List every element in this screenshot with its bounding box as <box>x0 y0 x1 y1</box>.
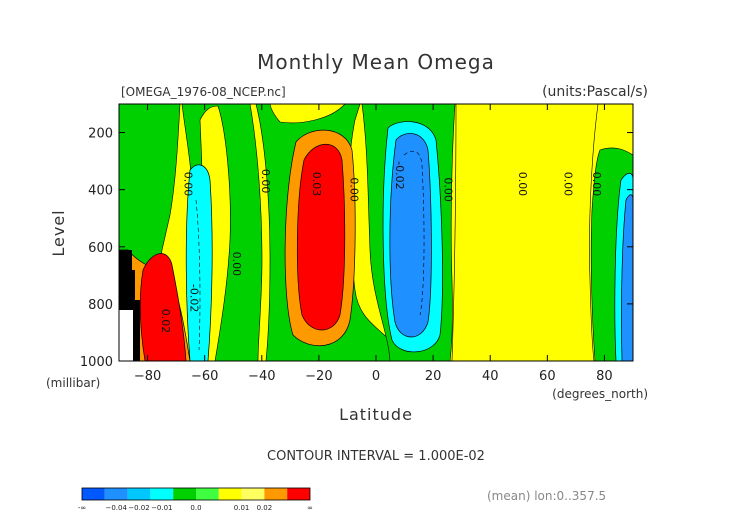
units-label: (units:Pascal/s) <box>542 84 648 100</box>
contour-label: 0.03 <box>310 172 323 197</box>
contour-label: 0.00 <box>347 177 360 202</box>
colorbar-swatch <box>150 488 174 500</box>
terrain-gap <box>119 310 133 361</box>
y-axis-unit: (millibar) <box>46 376 100 390</box>
yellow-patch-east <box>451 104 599 361</box>
contour-label: -0.02 <box>393 161 406 189</box>
colorbar-swatch <box>264 488 288 500</box>
file-label: [OMEGA_1976-08_NCEP.nc] <box>121 85 286 99</box>
y-tick-label: 600 <box>88 241 113 256</box>
blue-region-north-polar <box>621 194 633 361</box>
blue-region-equatorial <box>389 133 432 338</box>
contour-label-group: 0.00 0.00 0.03 0.00 -0.02 0.00 0.00 0.00 0.00 0.0… <box>159 161 603 333</box>
x-tick-label: −80 <box>134 369 161 384</box>
x-tick-label: −60 <box>191 369 218 384</box>
y-tick-label: 1000 <box>80 355 113 370</box>
x-tick-label: 0 <box>372 369 380 384</box>
colorbar: -∞ −0.04 −0.02 −0.01 0.0 0.01 0.02 ∞ <box>78 487 313 512</box>
colorbar-swatch <box>82 488 105 500</box>
colorbar-swatch <box>104 488 128 500</box>
y-tick-label: 800 <box>88 298 113 313</box>
colorbar-swatch <box>127 488 151 500</box>
x-tick-label: 20 <box>425 369 442 384</box>
colorbar-frame <box>81 487 311 501</box>
colorbar-label: −0.04 <box>105 504 127 512</box>
colorbar-label: 0.01 <box>234 504 250 512</box>
colorbar-label: −0.02 <box>128 504 149 512</box>
colorbar-label: 0.02 <box>257 504 273 512</box>
contour-label: 0.02 <box>159 309 172 334</box>
y-tick-label: 200 <box>88 127 113 142</box>
colorbar-label: 0.0 <box>190 504 201 512</box>
colorbar-label: −0.01 <box>151 504 172 512</box>
colorbar-swatch <box>287 488 310 500</box>
contour-label: 0.00 <box>561 172 574 197</box>
contour-label: 0.00 <box>442 177 455 202</box>
x-tick-label: −40 <box>248 369 275 384</box>
red-region-antarctic <box>139 253 187 361</box>
contour-interval-label: CONTOUR INTERVAL = 1.000E-02 <box>267 449 485 464</box>
dashed-contour-antarctic <box>195 199 201 351</box>
y-axis-label: Level <box>49 209 68 256</box>
colorbar-swatch <box>241 488 265 500</box>
x-axis-unit: (degrees_north) <box>552 387 648 401</box>
x-tick-label: 80 <box>596 369 613 384</box>
contour-label: 0.00 <box>590 172 603 197</box>
contour-label: 0.00 <box>230 252 243 277</box>
colorbar-label: -∞ <box>78 504 86 512</box>
x-tick-label: −20 <box>305 369 332 384</box>
contour-field: 0.00 0.00 0.03 0.00 -0.02 0.00 0.00 0.00 0.00 0.0… <box>119 104 633 361</box>
red-region-south-subtropics <box>296 144 346 331</box>
x-axis: −80 −60 −40 −20 0 20 40 60 80 <box>134 104 613 384</box>
x-axis-label: Latitude <box>339 405 413 424</box>
y-tick-label: 400 <box>88 184 113 199</box>
cyan-region-antarctic <box>185 164 213 361</box>
contour-label: 0.00 <box>182 172 195 197</box>
x-tick-label: 60 <box>539 369 556 384</box>
chart-title: Monthly Mean Omega <box>257 50 495 74</box>
contour-label: 0.00 <box>259 169 272 194</box>
contour-label: 0.00 <box>516 172 529 197</box>
contour-label: -0.02 <box>187 284 200 312</box>
colorbar-swatch <box>218 488 242 500</box>
yellow-patch-center <box>269 104 346 124</box>
x-tick-label: 40 <box>482 369 499 384</box>
y-axis: 200 400 600 800 1000 <box>80 127 633 370</box>
colorbar-swatch <box>173 488 196 500</box>
colorbar-label: ∞ <box>307 504 313 512</box>
colorbar-swatch <box>196 488 219 500</box>
mean-note: (mean) lon:0..357.5 <box>487 489 606 503</box>
